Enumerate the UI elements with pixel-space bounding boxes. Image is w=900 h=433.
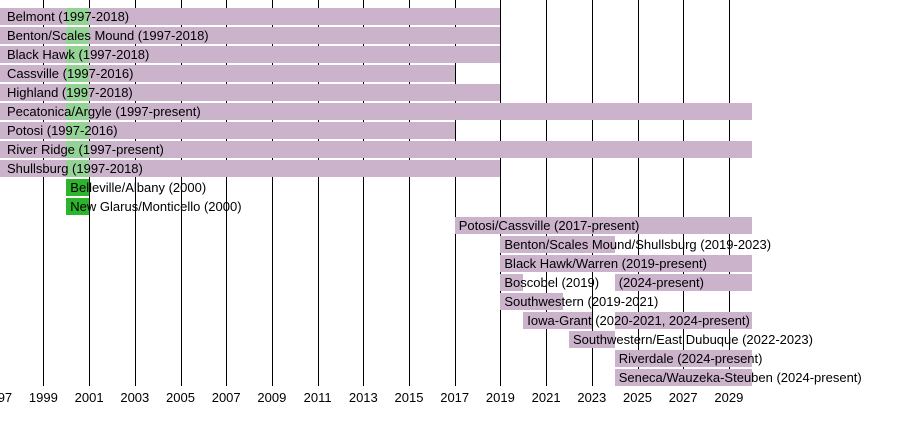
x-axis-tick-label: 2013: [348, 390, 378, 405]
gridline-2017: [454, 0, 456, 386]
gridline-2003: [134, 0, 136, 386]
x-axis-tick-label: 2015: [394, 390, 424, 405]
timeline-bar: [614, 274, 752, 291]
year-2000-highlight-band: [66, 103, 90, 120]
gridline-2019: [500, 0, 502, 386]
x-axis-tick-label: 2009: [257, 390, 287, 405]
timeline-bar-label: Belmont (1997-2018): [7, 9, 130, 24]
gridline-2001: [89, 0, 91, 386]
gridline-2025: [637, 0, 639, 386]
timeline-bar: [454, 217, 752, 234]
x-axis-tick-label: 1997: [0, 390, 13, 405]
timeline-bar-label: Iowa-Grant (2020-2021, 2024-present): [527, 313, 750, 328]
timeline-bar-label: Cassville (1997-2016): [7, 66, 134, 81]
timeline-bar-label: Boscobel (2019): [504, 275, 600, 290]
timeline-bar-label: Potosi/Cassville (2017-present): [458, 218, 640, 233]
timeline-bar: [523, 312, 592, 329]
timeline-bar: [0, 46, 501, 63]
timeline-bar: [500, 236, 615, 253]
gridline-2023: [591, 0, 593, 386]
timeline-bar-label: Southwestern/East Dubuque (2022-2023): [573, 332, 813, 347]
timeline-bar-label: River Ridge (1997-present): [7, 142, 164, 157]
timeline-bar: [0, 84, 501, 101]
gridline-2011: [317, 0, 319, 386]
timeline-bar-label: Highland (1997-2018): [7, 85, 133, 100]
x-axis-tick-label: 2001: [74, 390, 104, 405]
year-2000-highlight-band: [66, 46, 90, 63]
x-axis-tick-label: 2019: [485, 390, 515, 405]
year-2000-highlight-band: [66, 141, 90, 158]
x-axis-tick-label: 2003: [120, 390, 150, 405]
year-2000-highlight-band: [66, 8, 90, 25]
timeline-bar-label: Black Hawk/Warren (2019-present): [504, 256, 707, 271]
gridline-2007: [226, 0, 228, 386]
timeline-bar-label: Benton/Scales Mound (1997-2018): [7, 28, 209, 43]
year-2000-highlight-band: [66, 27, 90, 44]
x-axis-tick-label: 2029: [714, 390, 744, 405]
x-axis-tick-label: 2021: [531, 390, 561, 405]
year-2000-highlight-band: [66, 122, 90, 139]
gridline-2005: [180, 0, 182, 386]
timeline-bar: [569, 331, 615, 348]
timeline-bar: [0, 141, 752, 158]
timeline-bar-label: Southwestern (2019-2021): [504, 294, 659, 309]
x-axis-tick-label: 2017: [440, 390, 470, 405]
gridline-2009: [271, 0, 273, 386]
timeline-bar: [0, 103, 752, 120]
timeline-bar: [0, 27, 501, 44]
timeline-bar-label: Potosi (1997-2016): [7, 123, 118, 138]
x-axis-tick-label: 1999: [28, 390, 58, 405]
timeline-bar: [500, 274, 524, 291]
timeline-bar-label: Riverdale (2024-present): [618, 351, 763, 366]
x-axis-tick-label: 2005: [166, 390, 195, 405]
timeline-bar: [0, 122, 455, 139]
timeline-bar: [500, 255, 752, 272]
gridline-1999: [43, 0, 45, 386]
year-2000-highlight-band: [66, 84, 90, 101]
timeline-bar-label: Belleville/Albany (2000): [70, 180, 207, 195]
timeline-bar-label: Black Hawk (1997-2018): [7, 47, 150, 62]
timeline-bar-label: Pecatonica/Argyle (1997-present): [7, 104, 201, 119]
timeline-bar: [614, 350, 752, 367]
gridline-2015: [409, 0, 410, 386]
timeline-bar: [500, 293, 564, 310]
timeline-bar: [0, 8, 501, 25]
gridline-2029: [728, 0, 730, 386]
timeline-bar: [614, 312, 752, 329]
x-axis-tick-label: 2025: [623, 390, 652, 405]
gridline-2027: [683, 0, 685, 386]
timeline-bar-label: New Glarus/Monticello (2000): [70, 199, 242, 214]
timeline-bar: [66, 179, 90, 196]
x-axis-tick-label: 2023: [577, 390, 607, 405]
year-2000-highlight-band: [66, 65, 90, 82]
timeline-bar-label: Benton/Scales Mound/Shullsburg (2019-202…: [504, 237, 772, 252]
timeline-bar-label: Shullsburg (1997-2018): [7, 161, 143, 176]
gridline-2021: [546, 0, 548, 386]
timeline-bar: [0, 65, 455, 82]
timeline-bar-label: (2024-present): [618, 275, 704, 290]
timeline-bar-label: Seneca/Wauzeka-Steuben (2024-present): [618, 370, 862, 385]
timeline-bar: [66, 198, 90, 215]
x-axis-tick-label: 2027: [668, 390, 698, 405]
gridline-2013: [363, 0, 365, 386]
timeline-bar: [614, 369, 752, 386]
timeline-bar: [0, 160, 501, 177]
year-2000-highlight-band: [66, 160, 90, 177]
x-axis-tick-label: 2011: [303, 390, 332, 405]
x-axis-tick-label: 2007: [211, 390, 241, 405]
